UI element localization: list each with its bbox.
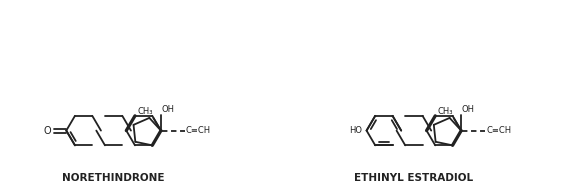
Text: HO: HO — [350, 126, 363, 135]
Text: CH₃: CH₃ — [138, 107, 153, 116]
Text: C≡CH: C≡CH — [186, 126, 211, 135]
Text: OH: OH — [462, 105, 475, 114]
Text: OH: OH — [161, 105, 174, 114]
Text: ETHINYL ESTRADIOL: ETHINYL ESTRADIOL — [354, 173, 473, 183]
Text: NORETHINDRONE: NORETHINDRONE — [62, 173, 165, 183]
Text: C≡CH: C≡CH — [486, 126, 511, 135]
Text: CH₃: CH₃ — [438, 107, 453, 116]
Text: O: O — [44, 126, 51, 135]
